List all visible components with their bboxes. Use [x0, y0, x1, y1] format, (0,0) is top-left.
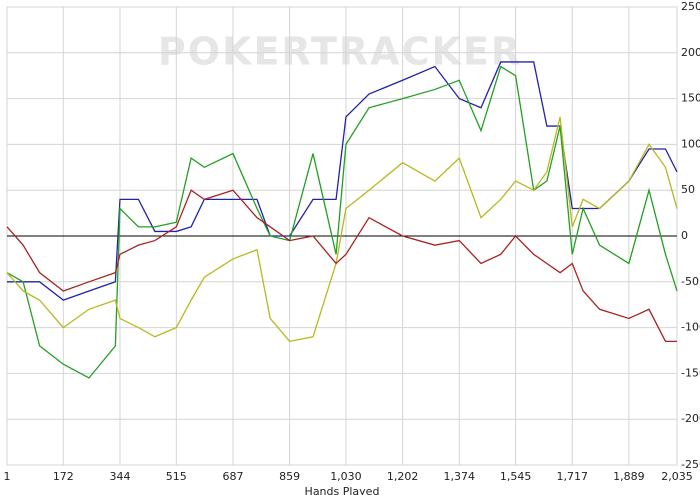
y-tick-label: -50	[681, 275, 699, 288]
y-tick-label: 250	[681, 0, 700, 13]
x-tick-label: 1,202	[387, 470, 419, 483]
x-tick-label: 1,889	[613, 470, 645, 483]
x-tick-label: 515	[166, 470, 187, 483]
series-line	[7, 61, 678, 301]
series-line	[6, 65, 678, 379]
y-tick-label: -250	[681, 458, 700, 471]
y-tick-label: 50	[681, 183, 695, 196]
y-tick-label: 100	[681, 137, 700, 150]
x-tick-label: 1,545	[500, 470, 532, 483]
y-tick-label: -100	[681, 321, 700, 334]
x-tick-label: 687	[222, 470, 243, 483]
x-tick-label: 172	[53, 470, 74, 483]
watermark: POKERTRACKER	[158, 30, 522, 74]
x-tick-label: 1	[4, 470, 11, 483]
x-tick-label: 1,030	[330, 470, 362, 483]
x-tick-label: 859	[279, 470, 300, 483]
x-axis-label: Hands Played	[305, 485, 380, 495]
y-tick-label: 0	[681, 229, 688, 242]
y-tick-label: 150	[681, 92, 700, 105]
y-tick-label: -150	[681, 366, 700, 379]
x-tick-label: 2,035	[661, 470, 693, 483]
series-line	[6, 116, 678, 343]
y-tick-label: -200	[681, 412, 700, 425]
series-line	[6, 189, 677, 342]
x-tick-label: 344	[109, 470, 130, 483]
x-tick-label: 1,717	[557, 470, 589, 483]
x-tick-label: 1,374	[444, 470, 476, 483]
y-tick-label: 200	[681, 46, 700, 59]
